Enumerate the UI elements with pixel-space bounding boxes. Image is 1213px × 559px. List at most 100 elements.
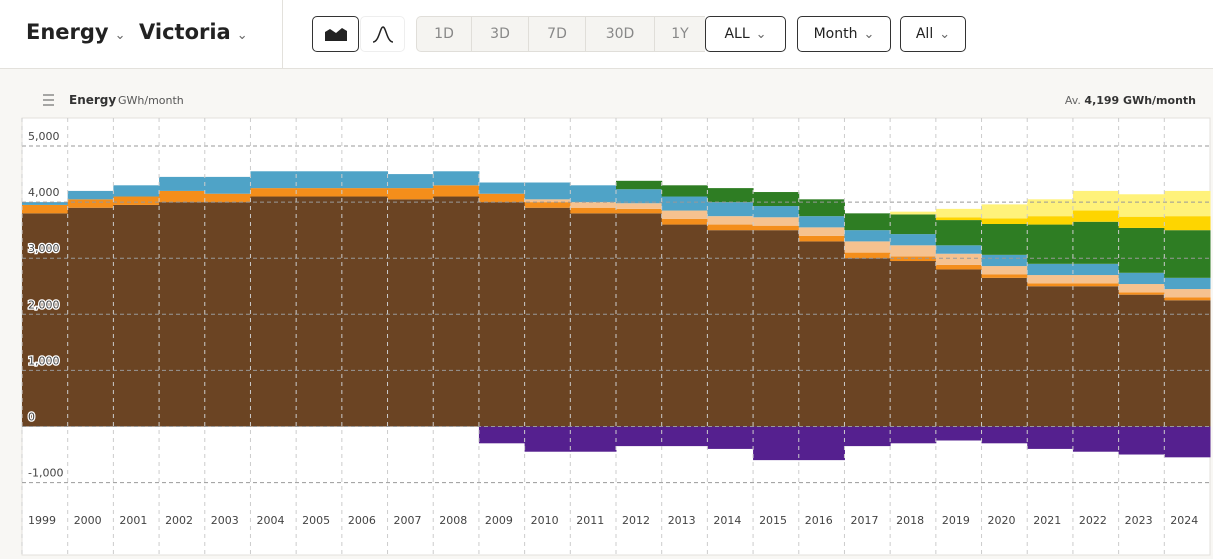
bar-segment — [798, 216, 845, 228]
bar-segment — [387, 188, 434, 200]
bar-segment — [1118, 194, 1165, 217]
bar-segment — [935, 253, 983, 265]
period-select[interactable]: All ⌄ — [900, 16, 966, 52]
bar-segment — [616, 189, 663, 204]
bar-segment — [935, 217, 983, 221]
x-tick-label: 2005 — [302, 514, 330, 527]
bar-segment — [387, 174, 434, 189]
bar-segment — [844, 258, 891, 427]
toolbar: Energy ⌄ Victoria ⌄ 1D 3D 7D 30D 1Y ALL ⌄ M… — [0, 0, 1213, 69]
range-button[interactable]: 1D — [416, 16, 471, 52]
bar-segment — [478, 182, 526, 194]
bar-segment — [113, 196, 160, 205]
y-tick-label: 1,000 — [28, 354, 60, 367]
bar-segment — [890, 256, 937, 262]
bar-segment — [570, 185, 617, 203]
bar-segment — [753, 230, 800, 427]
bar-segment — [570, 207, 617, 214]
bar-segment — [1072, 426, 1120, 452]
bar-segment — [1027, 283, 1074, 287]
bar-segment — [798, 426, 845, 461]
bar-segment — [1072, 221, 1120, 264]
bar-segment — [1072, 283, 1120, 287]
bar-segment — [798, 241, 845, 427]
bar-segment — [341, 171, 389, 189]
bar-segment — [616, 213, 663, 427]
bar-segment — [113, 185, 160, 197]
line-icon — [372, 26, 393, 43]
range-button[interactable]: 7D — [528, 16, 585, 52]
interval-label: Month — [813, 26, 858, 42]
bar-segment — [661, 224, 708, 427]
x-tick-label: 2012 — [622, 514, 650, 527]
bar-segment — [204, 193, 251, 203]
bar-segment — [935, 245, 983, 254]
area-chart-button[interactable] — [312, 16, 359, 52]
bar-segment — [661, 426, 708, 447]
range-button[interactable]: 30D — [585, 16, 654, 52]
bar-segment — [1164, 277, 1211, 290]
bar-segment — [981, 224, 1028, 255]
bar-segment — [844, 252, 891, 259]
bar-segment — [1164, 230, 1211, 278]
bar-segment — [1118, 216, 1165, 228]
x-tick-label: 2006 — [348, 514, 376, 527]
bar-segment — [981, 204, 1028, 219]
bar-segment — [1072, 275, 1120, 284]
bar-segment — [753, 426, 800, 461]
bar-segment — [935, 426, 983, 441]
line-chart-button[interactable] — [360, 16, 405, 52]
bar-segment — [478, 426, 526, 444]
chart-title: Energy — [69, 93, 116, 107]
bar-segment — [296, 196, 343, 427]
bar-segment — [250, 196, 297, 427]
bar-segment — [661, 210, 708, 219]
metric-select[interactable]: Energy ⌄ — [26, 20, 126, 44]
range-button[interactable]: 1Y — [654, 16, 705, 52]
bar-segment — [981, 218, 1028, 225]
bar-segment — [616, 426, 663, 447]
bar-segment — [981, 274, 1028, 278]
bar-segment — [707, 202, 754, 217]
x-tick-label: 2002 — [165, 514, 193, 527]
bar-segment — [935, 220, 983, 246]
bar-segment — [524, 202, 571, 208]
bar-segment — [524, 426, 571, 452]
average: Av. 4,199 GWh/month — [1065, 94, 1196, 107]
bar-segment — [707, 216, 754, 225]
bar-segment — [1027, 426, 1074, 449]
bar-segment — [981, 266, 1028, 275]
bar-segment — [433, 196, 480, 427]
y-tick-label: 0 — [28, 410, 35, 423]
x-tick-label: 1999 — [28, 514, 56, 527]
x-tick-label: 2004 — [256, 514, 284, 527]
bar-segment — [1072, 190, 1120, 211]
x-tick-label: 2007 — [394, 514, 422, 527]
menu-icon[interactable] — [43, 94, 54, 106]
bar-segment — [1072, 210, 1120, 222]
bar-segment — [159, 190, 206, 203]
interval-select[interactable]: Month ⌄ — [797, 16, 891, 52]
bar-segment — [67, 207, 114, 427]
bar-segment — [844, 241, 891, 253]
bar-segment — [204, 176, 251, 194]
x-tick-label: 2021 — [1033, 514, 1061, 527]
bar-segment — [844, 213, 891, 231]
bar-segment — [890, 234, 937, 246]
bar-segment — [707, 188, 754, 203]
bar-segment — [524, 199, 571, 203]
bar-segment — [1072, 286, 1120, 427]
bar-segment — [844, 426, 891, 447]
bar-segment — [524, 207, 571, 427]
range-button[interactable]: 3D — [471, 16, 528, 52]
region-select[interactable]: Victoria ⌄ — [139, 20, 248, 44]
bar-segment — [798, 227, 845, 236]
y-tick-label: 3,000 — [28, 242, 60, 255]
bar-segment — [67, 199, 114, 208]
range-button[interactable]: ALL ⌄ — [705, 16, 786, 52]
bar-segment — [1118, 284, 1165, 293]
bar-segment — [1118, 294, 1165, 427]
bar-segment — [1118, 426, 1165, 455]
